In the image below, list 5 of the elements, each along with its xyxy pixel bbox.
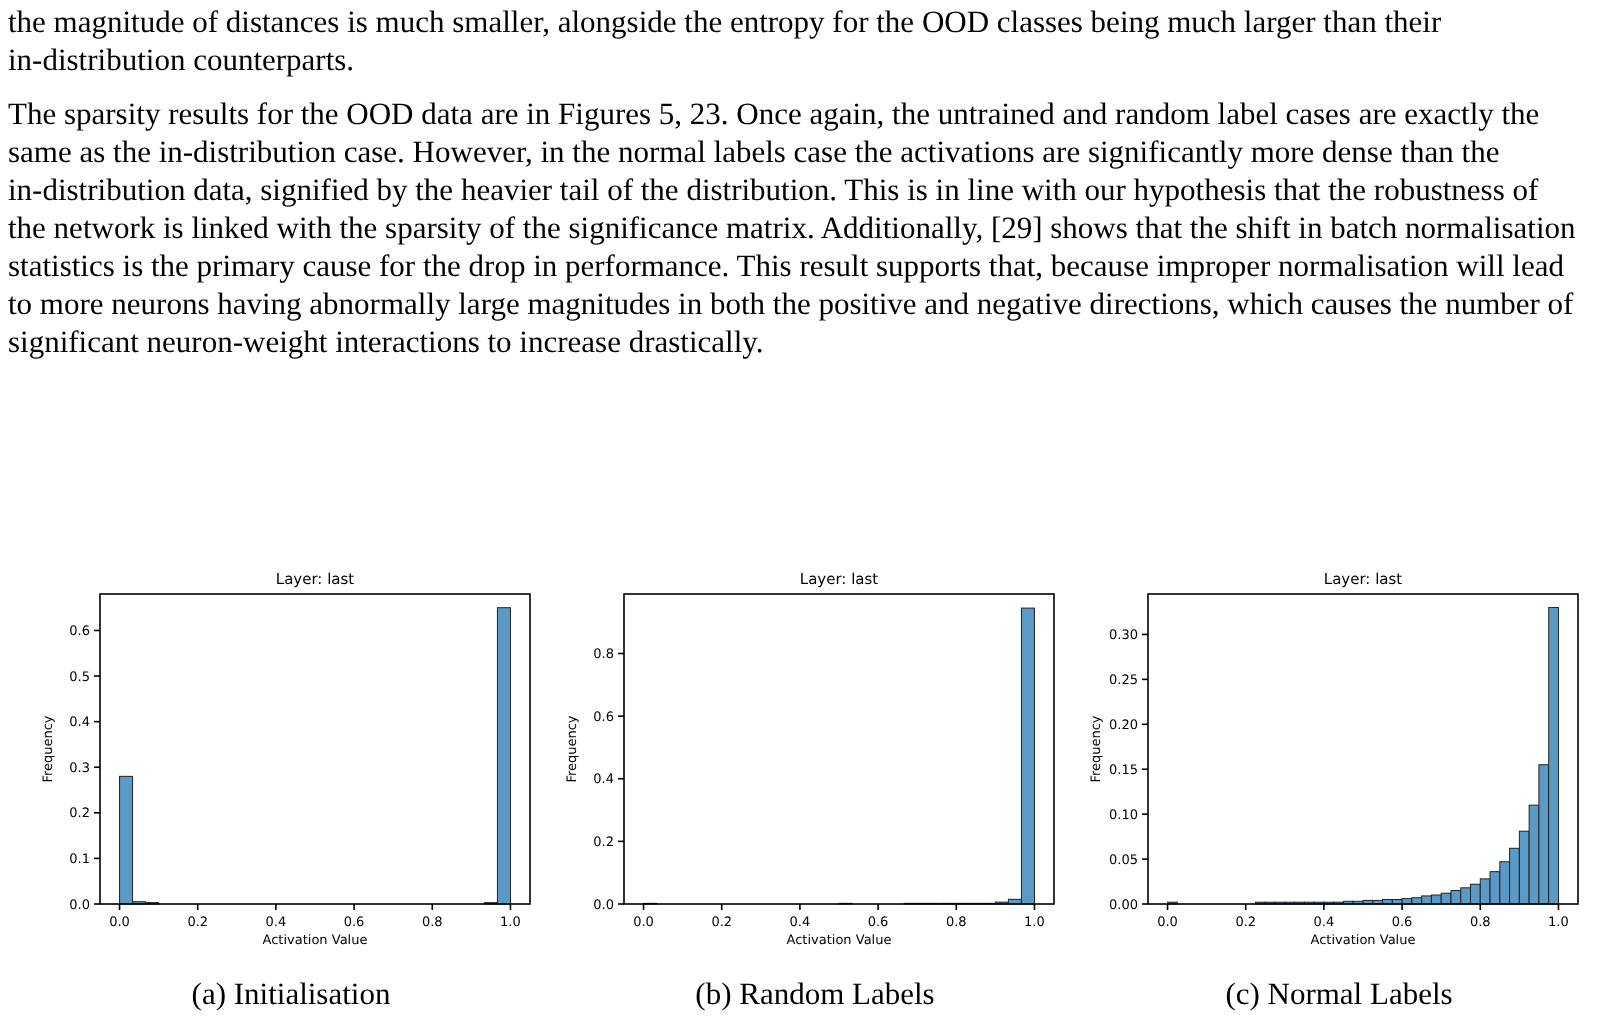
text: (c) Normal Labels xyxy=(1225,978,1453,1012)
text: (b) Random Labels xyxy=(695,978,935,1012)
text: The sparsity results for the OOD data are in Figures 5, 23. Once again, the untrained and random label cases are exactly the same as the in-distribution case. However, in the normal labels case the activations are significantly more dense than the in-distribution data, signified by the heavier tail of the distribution. This is in line with our hypothesis that the robustness of the network is linked with the sparsity of the significance matrix. Additionally, [29] shows that the shift in batch normalisation statistics is the primary cause for the drop in performance. This result supports that, because improper normalisation will lead to more neurons having abnormally large magnitudes in both the positive and negative directions, which causes the number of significant neuron-weight interactions to increase drastically. xyxy=(8,98,1576,360)
text: the magnitude of distances is much smaller, alongside the entropy for the OOD classes being much larger than their in-distribution counterparts. xyxy=(8,6,1443,78)
text: (a) Initialisation xyxy=(191,978,391,1012)
